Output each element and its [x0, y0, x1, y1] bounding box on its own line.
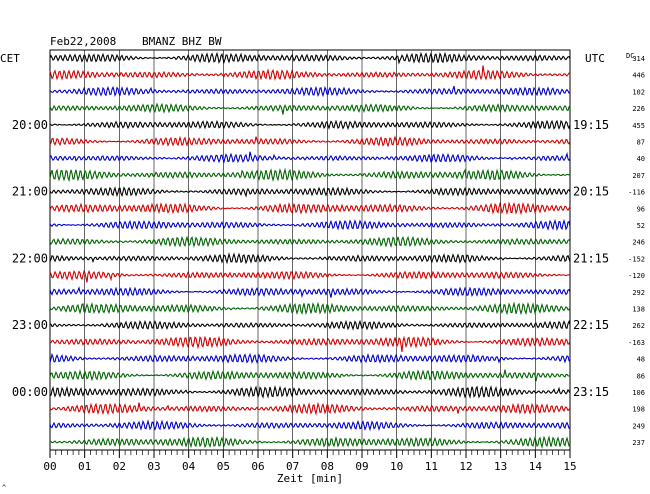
dc-value: -152: [628, 255, 645, 263]
right-time-label: 21:15: [573, 251, 609, 265]
right-time-label: 22:15: [573, 318, 609, 332]
dc-label: DC: [626, 52, 634, 60]
dc-value: 40: [637, 155, 645, 163]
dc-value: -116: [628, 189, 645, 197]
trace-black: [49, 51, 571, 65]
trace-green: [49, 102, 571, 115]
left-time-label: 00:00: [12, 385, 48, 399]
left-time-label: 23:00: [12, 318, 48, 332]
grid: [49, 49, 571, 458]
trace-green: [49, 435, 571, 450]
left-time-label: 20:00: [12, 118, 48, 132]
trace-green: [49, 167, 571, 183]
trace-blue: [49, 286, 571, 299]
dc-value: 102: [632, 88, 645, 96]
right-time-label: 20:15: [573, 185, 609, 199]
trace-black: [49, 119, 571, 131]
dc-value: 138: [632, 306, 645, 314]
dc-value: -120: [628, 272, 645, 280]
dc-value: 455: [632, 122, 645, 130]
dc-value: 52: [637, 222, 645, 230]
x-tick-label: 00: [43, 460, 56, 473]
x-tick-label: 13: [494, 460, 507, 473]
x-tick-label: 04: [182, 460, 196, 473]
dc-value: 292: [632, 289, 645, 297]
trace-blue: [49, 85, 571, 98]
dc-value: 207: [632, 172, 645, 180]
right-zone-label: UTC: [585, 52, 605, 65]
x-tick-label: 09: [355, 460, 368, 473]
dc-value: 446: [632, 72, 645, 80]
corner-mark: ^: [2, 484, 6, 492]
dc-value: 87: [637, 139, 645, 147]
dc-value: 198: [632, 406, 645, 414]
x-tick-label: 08: [321, 460, 334, 473]
x-tick-label: 14: [529, 460, 543, 473]
left-time-label: 21:00: [12, 185, 48, 199]
trace-red: [49, 269, 571, 283]
dc-value: 237: [632, 439, 645, 447]
x-tick-label: 11: [425, 460, 438, 473]
left-zone-label: CET: [0, 52, 20, 65]
x-tick-label: 06: [251, 460, 264, 473]
x-tick-label: 05: [217, 460, 230, 473]
x-tick-label: 03: [147, 460, 160, 473]
dc-value: -163: [628, 339, 645, 347]
trace-blue: [49, 352, 571, 364]
dc-value: 86: [637, 372, 645, 380]
trace-black: [49, 186, 571, 198]
left-time-label: 22:00: [12, 251, 48, 265]
dc-value: 249: [632, 422, 645, 430]
trace-green: [49, 235, 571, 248]
trace-black: [49, 319, 571, 331]
x-tick-label: 10: [390, 460, 403, 473]
dc-value: 48: [637, 356, 645, 364]
trace-blue: [49, 419, 571, 432]
trace-black: [49, 384, 571, 399]
dc-value: 246: [632, 239, 645, 247]
right-time-label: 19:15: [573, 118, 609, 132]
header-station: BMANZ BHZ BW: [142, 35, 222, 48]
x-axis-label: Zeit [min]: [277, 472, 343, 485]
x-tick-label: 01: [78, 460, 91, 473]
x-tick-label: 02: [113, 460, 126, 473]
trace-blue: [49, 151, 571, 164]
trace-red: [49, 201, 571, 216]
trace-red: [49, 65, 571, 82]
trace-red: [49, 401, 571, 416]
dc-value: 314: [632, 55, 645, 63]
right-time-label: 23:15: [573, 385, 609, 399]
dc-value: 96: [637, 205, 645, 213]
trace-green: [49, 369, 571, 382]
dc-value: 262: [632, 322, 645, 330]
trace-blue: [49, 218, 571, 232]
dc-value: 106: [632, 389, 645, 397]
trace-red: [49, 335, 571, 352]
header-date: Feb22,2008: [50, 35, 116, 48]
trace-black: [49, 252, 571, 265]
x-tick-label: 12: [459, 460, 472, 473]
axis-labels: 00 01 02 03 04 05 06 07 08 09 10 11 12 13 14 15 314 446 10…: [12, 55, 645, 473]
trace-green: [49, 301, 571, 316]
trace-red: [49, 135, 571, 148]
traces: [49, 51, 571, 450]
x-tick-label: 07: [286, 460, 299, 473]
dc-value: 226: [632, 105, 645, 113]
x-tick-label: 15: [563, 460, 576, 473]
